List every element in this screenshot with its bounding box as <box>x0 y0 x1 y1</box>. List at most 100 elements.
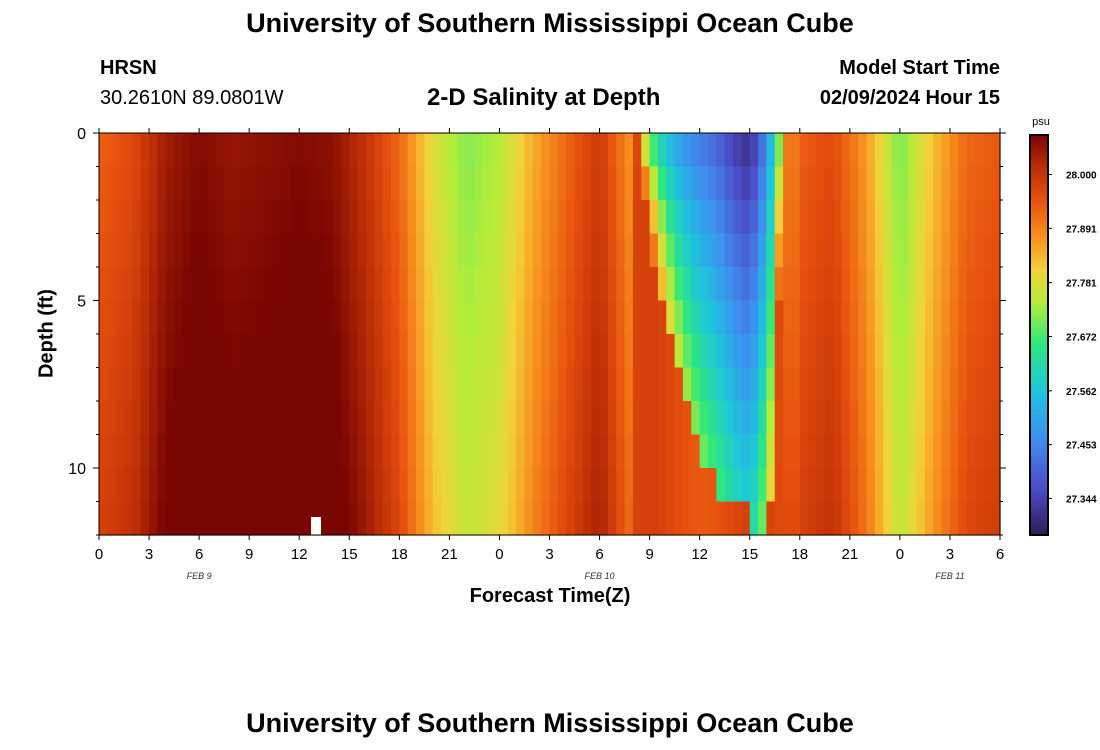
heatmap-cell <box>974 300 984 335</box>
heatmap-cell <box>924 233 934 268</box>
heatmap-cell <box>974 133 984 168</box>
heatmap-cell <box>733 300 742 335</box>
heatmap-cell <box>566 468 576 503</box>
heatmap-cell <box>666 401 676 436</box>
heatmap-cell <box>424 334 434 369</box>
heatmap-cell <box>541 300 551 335</box>
x-tick-label: 15 <box>341 546 358 563</box>
heatmap-cell <box>682 233 692 268</box>
heatmap-cell <box>958 200 968 235</box>
heatmap-cell <box>874 166 884 201</box>
heatmap-cell <box>824 468 834 503</box>
heatmap-cell <box>340 233 350 268</box>
heatmap-cell <box>282 501 292 536</box>
heatmap-cell <box>524 200 534 235</box>
heatmap-cell <box>416 367 425 402</box>
heatmap-cell <box>749 468 759 503</box>
heatmap-cell <box>290 200 300 235</box>
heatmap-cell <box>190 401 200 436</box>
heatmap-cell <box>774 133 784 168</box>
heatmap-cell <box>124 501 133 536</box>
heatmap-cell <box>332 166 342 201</box>
heatmap-cell <box>332 300 342 335</box>
heatmap-cell <box>365 367 375 402</box>
heatmap-cell <box>557 501 567 536</box>
heatmap-cell <box>783 501 793 536</box>
heatmap-cell <box>849 200 859 235</box>
heatmap-cell <box>482 501 492 536</box>
heatmap-cell <box>916 468 926 503</box>
heatmap-cell <box>799 233 809 268</box>
heatmap-cell <box>365 401 375 436</box>
heatmap-cell <box>908 200 918 235</box>
heatmap-cell <box>899 367 909 402</box>
heatmap-cell <box>933 133 943 168</box>
heatmap-cell <box>582 468 592 503</box>
heatmap-cell <box>232 233 242 268</box>
heatmap-cell <box>916 501 926 536</box>
heatmap-cell <box>833 501 843 536</box>
heatmap-cell <box>491 233 501 268</box>
heatmap-cell <box>841 468 851 503</box>
heatmap-cell <box>716 334 726 369</box>
heatmap-cell <box>774 468 784 503</box>
heatmap-cell <box>958 501 968 536</box>
heatmap-cell <box>733 468 742 503</box>
heatmap-cell <box>382 501 392 536</box>
heatmap-cell <box>691 300 701 335</box>
heatmap-cell <box>299 166 309 201</box>
heatmap-cell <box>115 468 125 503</box>
heatmap-cell <box>983 233 993 268</box>
heatmap-cell <box>282 468 292 503</box>
heatmap-cell <box>332 200 342 235</box>
heatmap-cell <box>616 233 626 268</box>
heatmap-cell <box>808 133 818 168</box>
heatmap-cell <box>524 334 534 369</box>
heatmap-cell <box>349 200 359 235</box>
heatmap-cell <box>474 267 484 302</box>
heatmap-cell <box>382 233 392 268</box>
heatmap-cell <box>874 501 884 536</box>
heatmap-cell <box>157 233 167 268</box>
heatmap-cell <box>499 334 509 369</box>
heatmap-cell <box>532 267 542 302</box>
heatmap-cell <box>274 200 284 235</box>
heatmap-cell <box>457 267 467 302</box>
heatmap-cell <box>724 166 734 201</box>
heatmap-cell <box>274 401 284 436</box>
heatmap-cell <box>708 166 717 201</box>
heatmap-cell <box>315 300 325 335</box>
heatmap-cell <box>682 434 692 469</box>
y-tick-label: 5 <box>77 294 86 311</box>
heatmap-cell <box>574 166 584 201</box>
heatmap-cell <box>257 267 267 302</box>
heatmap-cell <box>824 501 834 536</box>
heatmap-cell <box>758 334 767 369</box>
heatmap-cell <box>349 300 359 335</box>
heatmap-cell <box>849 300 859 335</box>
heatmap-cell <box>833 166 843 201</box>
heatmap-cell <box>858 334 868 369</box>
heatmap-cell <box>407 401 417 436</box>
heatmap-cell <box>132 267 142 302</box>
heatmap-cell <box>207 133 217 168</box>
heatmap-cell <box>474 334 484 369</box>
heatmap-cell <box>916 200 926 235</box>
heatmap-cell <box>991 501 1001 536</box>
heatmap-cell <box>783 434 793 469</box>
heatmap-cell <box>666 468 676 503</box>
heatmap-cell <box>891 401 901 436</box>
heatmap-cell <box>708 267 717 302</box>
heatmap-cell <box>566 267 576 302</box>
colorbar: psu 27.344 27.453 27.562 27.672 27.781 27.891 2… <box>1029 116 1097 536</box>
heatmap-cell <box>691 334 701 369</box>
heatmap-cell <box>491 501 501 536</box>
heatmap-cell <box>841 300 851 335</box>
heatmap-cell <box>265 133 275 168</box>
heatmap-cell <box>190 468 200 503</box>
colorbar-tick-label: 27.672 <box>1066 332 1097 343</box>
x-tick-label: 6 <box>595 546 603 563</box>
heatmap-cell <box>282 367 292 402</box>
heatmap-cell <box>632 233 642 268</box>
heatmap-cell <box>332 367 342 402</box>
